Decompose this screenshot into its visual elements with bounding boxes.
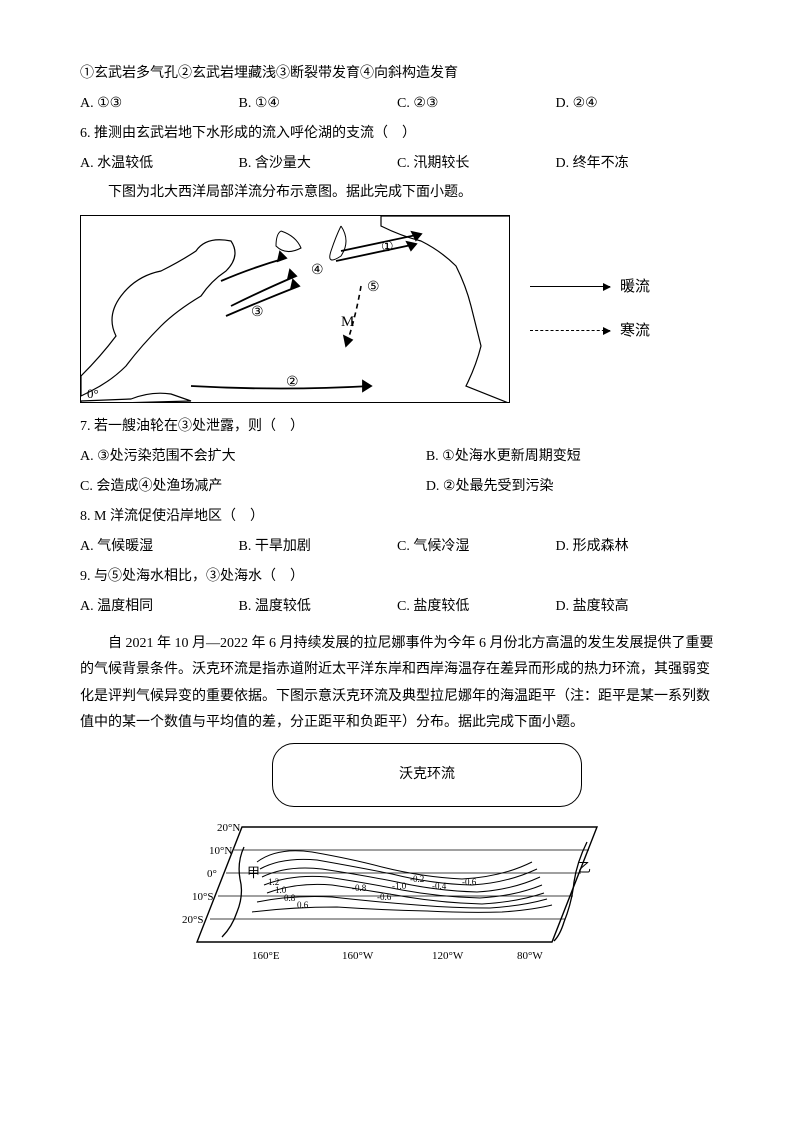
map-label-4: ④: [311, 263, 324, 278]
q7-opt-d[interactable]: D. ②处最先受到污染: [426, 473, 714, 501]
q6-opt-c[interactable]: C. 汛期较长: [397, 150, 556, 178]
walker-box: 沃克环流: [272, 743, 582, 807]
legend-warm-label: 暖流: [620, 272, 650, 302]
sst-map: 20°N 10°N 0° 10°S 20°S 160°E 160°W 120°W…: [182, 807, 612, 977]
lat-10s: 10°S: [192, 891, 214, 903]
lat-10n: 10°N: [209, 845, 232, 857]
lon-160w: 160°W: [342, 950, 374, 962]
legend-cold-label: 寒流: [620, 316, 650, 346]
lon-120w: 120°W: [432, 950, 464, 962]
c-label-8: -0.4: [432, 881, 447, 891]
q5-opt-b[interactable]: B. ①④: [239, 90, 398, 118]
q5-options: A. ①③ B. ①④ C. ②③ D. ②④: [80, 90, 714, 118]
figure2: 沃克环流 20°N: [182, 743, 612, 977]
map-legend: 暖流 寒流: [530, 272, 650, 346]
q9-opt-a[interactable]: A. 温度相同: [80, 593, 239, 621]
lat-20n: 20°N: [217, 822, 240, 834]
c-label-4: -0.8: [352, 883, 367, 893]
atlantic-map: ④ ① ③ ⑤ M ② 0°: [80, 215, 510, 403]
label-jia: 甲: [247, 865, 260, 880]
q6-stem: 6. 推测由玄武岩地下水形成的流入呼伦湖的支流（ ）: [80, 120, 714, 148]
lat-20s: 20°S: [182, 914, 204, 926]
q5-opt-a[interactable]: A. ①③: [80, 90, 239, 118]
figure1-intro: 下图为北大西洋局部洋流分布示意图。据此完成下面小题。: [80, 180, 714, 207]
figure1: ④ ① ③ ⑤ M ② 0° 暖流 寒流: [80, 215, 714, 403]
q7-opt-c[interactable]: C. 会造成④处渔场减产: [80, 473, 426, 501]
walker-title: 沃克环流: [399, 761, 455, 789]
q9-options: A. 温度相同 B. 温度较低 C. 盐度较低 D. 盐度较高: [80, 593, 714, 621]
q9-opt-b[interactable]: B. 温度较低: [239, 593, 398, 621]
c-label-6: -0.2: [410, 874, 424, 884]
q9-opt-c[interactable]: C. 盐度较低: [397, 593, 556, 621]
q8-stem: 8. M 洋流促使沿岸地区（ ）: [80, 503, 714, 531]
c-label-9: -0.6: [462, 877, 477, 887]
map-label-2: ②: [286, 375, 299, 390]
cold-arrow-icon: [530, 330, 610, 331]
warm-arrow-icon: [530, 286, 610, 287]
map-svg: ④ ① ③ ⑤ M ② 0°: [81, 216, 510, 403]
map-label-1: ①: [381, 240, 394, 255]
q9-opt-d[interactable]: D. 盐度较高: [556, 593, 715, 621]
c-label-7: -1.0: [392, 881, 407, 891]
q7-options-row1: A. ③处污染范围不会扩大 B. ①处海水更新周期变短: [80, 443, 714, 471]
q7-stem: 7. 若一艘油轮在③处泄露，则（ ）: [80, 413, 714, 441]
legend-cold: 寒流: [530, 316, 650, 346]
label-yi: 乙: [578, 860, 591, 875]
sst-svg: 20°N 10°N 0° 10°S 20°S 160°E 160°W 120°W…: [182, 807, 612, 977]
map-label-3: ③: [251, 305, 264, 320]
q8-opt-b[interactable]: B. 干旱加剧: [239, 533, 398, 561]
legend-warm: 暖流: [530, 272, 650, 302]
c-label-5: -0.6: [377, 892, 392, 902]
q8-options: A. 气候暖湿 B. 干旱加剧 C. 气候冷湿 D. 形成森林: [80, 533, 714, 561]
q5-statement: ①玄武岩多气孔②玄武岩埋藏浅③断裂带发育④向斜构造发育: [80, 60, 714, 88]
map-label-m: M: [341, 314, 354, 330]
q8-opt-c[interactable]: C. 气候冷湿: [397, 533, 556, 561]
map-label-equator: 0°: [87, 386, 99, 401]
lon-160e: 160°E: [252, 950, 280, 962]
q7-options-row2: C. 会造成④处渔场减产 D. ②处最先受到污染: [80, 473, 714, 501]
q9-stem: 9. 与⑤处海水相比，③处海水（ ）: [80, 563, 714, 591]
map-label-5: ⑤: [367, 280, 380, 295]
q6-opt-a[interactable]: A. 水温较低: [80, 150, 239, 178]
q8-opt-a[interactable]: A. 气候暖湿: [80, 533, 239, 561]
figure2-intro: 自 2021 年 10 月—2022 年 6 月持续发展的拉尼娜事件为今年 6 …: [80, 631, 714, 737]
lon-80w: 80°W: [517, 950, 543, 962]
q5-opt-d[interactable]: D. ②④: [556, 90, 715, 118]
c-label-3: 0.6: [297, 900, 309, 910]
lat-0: 0°: [207, 868, 217, 880]
q5-opt-c[interactable]: C. ②③: [397, 90, 556, 118]
q6-opt-b[interactable]: B. 含沙量大: [239, 150, 398, 178]
q6-options: A. 水温较低 B. 含沙量大 C. 汛期较长 D. 终年不冻: [80, 150, 714, 178]
q8-opt-d[interactable]: D. 形成森林: [556, 533, 715, 561]
q6-opt-d[interactable]: D. 终年不冻: [556, 150, 715, 178]
c-label-2: 0.8: [284, 893, 296, 903]
q7-opt-b[interactable]: B. ①处海水更新周期变短: [426, 443, 714, 471]
q7-opt-a[interactable]: A. ③处污染范围不会扩大: [80, 443, 426, 471]
